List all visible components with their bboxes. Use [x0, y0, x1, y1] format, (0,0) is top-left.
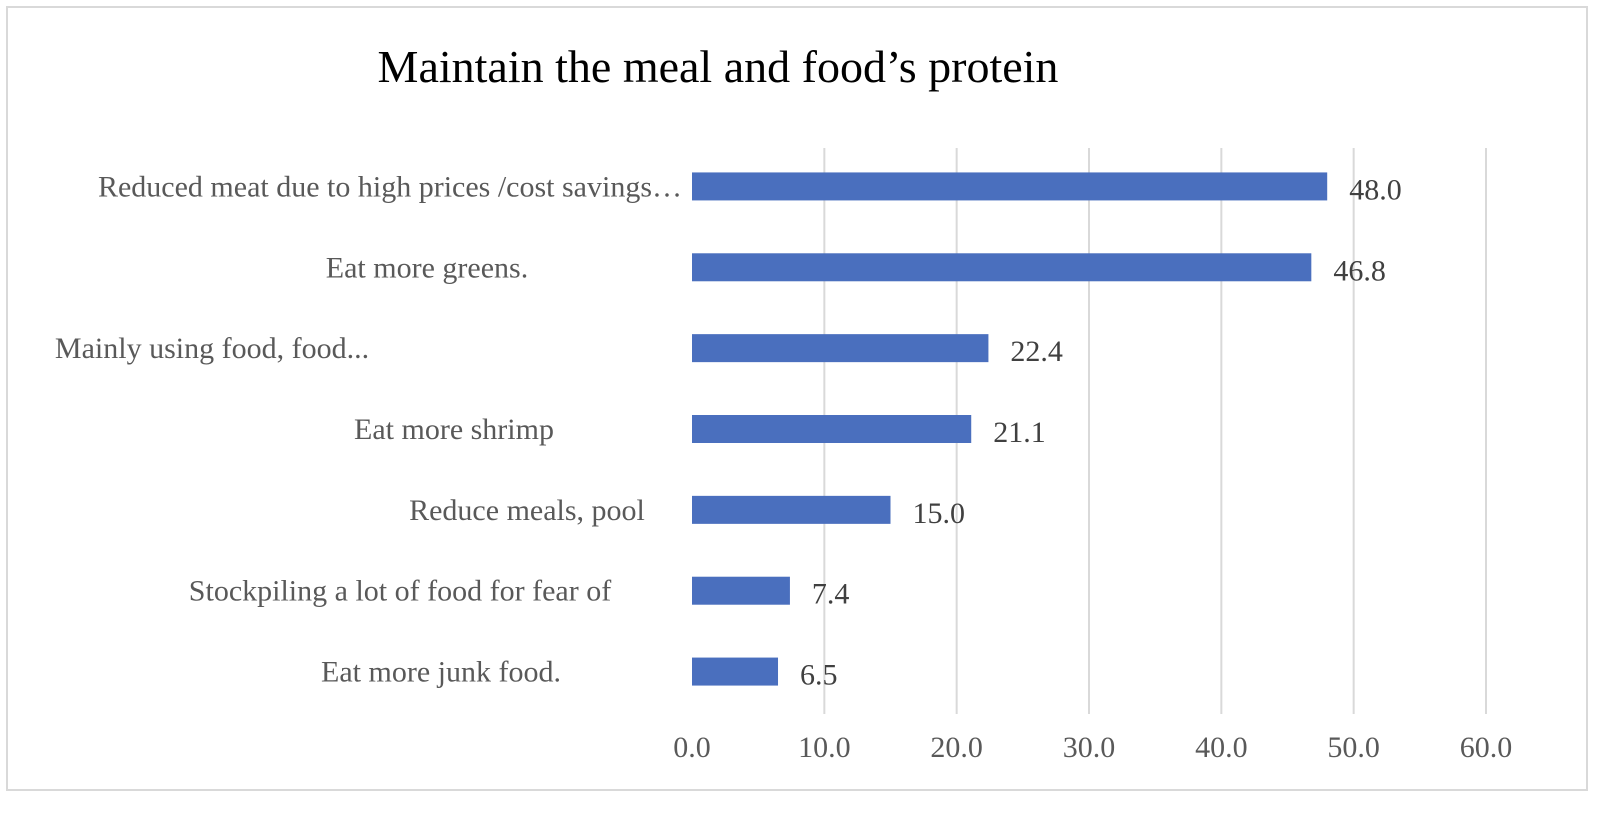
category-label: Stockpiling a lot of food for fear of	[189, 575, 611, 608]
x-tick-label: 20.0	[930, 731, 983, 764]
value-label: 21.1	[993, 416, 1046, 449]
category-label: Eat more greens.	[326, 251, 528, 284]
category-labels: Reduced meat due to high prices /cost sa…	[55, 170, 682, 688]
bar	[692, 576, 790, 605]
chart-title: Maintain the meal and food’s protein	[377, 41, 1059, 92]
bar	[692, 657, 779, 686]
value-label: 15.0	[913, 497, 966, 530]
value-label: 7.4	[812, 578, 850, 611]
x-tick-labels: 0.0 10.0 20.0 30.0 40.0 50.0 60.0	[673, 731, 1512, 764]
category-label: Eat more junk food.	[321, 656, 561, 689]
value-label: 48.0	[1349, 173, 1402, 206]
bar	[692, 172, 1328, 201]
value-label: 6.5	[800, 659, 838, 692]
x-tick-label: 10.0	[798, 731, 851, 764]
x-tick-label: 60.0	[1460, 731, 1513, 764]
x-tick-label: 50.0	[1327, 731, 1380, 764]
bar	[692, 334, 989, 363]
chart-frame	[6, 6, 1588, 791]
category-label: Reduced meat due to high prices /cost sa…	[98, 170, 682, 203]
bar	[692, 495, 891, 524]
bar	[692, 253, 1312, 282]
x-tick-label: 0.0	[673, 731, 711, 764]
bars	[692, 172, 1328, 686]
value-label: 22.4	[1010, 335, 1063, 368]
value-label: 46.8	[1333, 254, 1386, 287]
category-label: Reduce meals, pool	[409, 494, 645, 527]
category-label: Eat more shrimp	[354, 413, 554, 446]
bar	[692, 415, 972, 443]
category-label: Mainly using food, food...	[55, 332, 369, 365]
x-tick-label: 40.0	[1195, 731, 1248, 764]
x-tick-label: 30.0	[1063, 731, 1116, 764]
value-labels: 48.0 46.8 22.4 21.1 15.0 7.4 6.5	[800, 173, 1402, 691]
